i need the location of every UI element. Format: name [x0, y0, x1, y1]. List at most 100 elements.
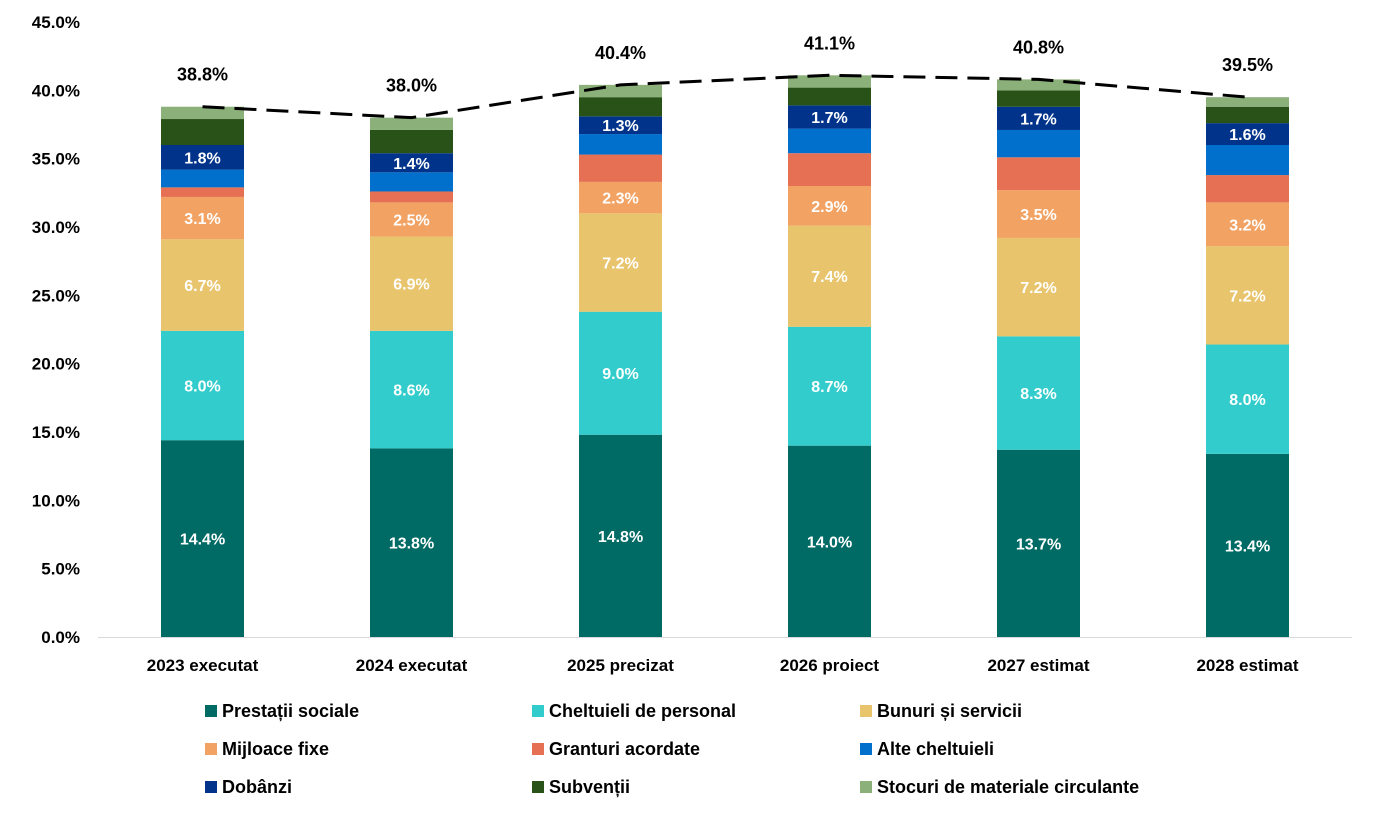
legend-label: Stocuri de materiale circulante [877, 777, 1139, 797]
bar-segment-dob-nzi [997, 106, 1080, 130]
total-label: 38.0% [386, 76, 437, 96]
data-label: 2.9% [811, 199, 847, 216]
bar-segment-dob-nzi [161, 145, 244, 170]
data-label: 1.6% [1229, 127, 1265, 144]
data-label: 14.4% [180, 532, 225, 549]
y-tick-label: 5.0% [41, 560, 80, 579]
data-label: 7.2% [1229, 288, 1265, 305]
legend-swatch [532, 743, 544, 755]
legend-label: Mijloace fixe [222, 739, 329, 759]
x-tick-label: 2024 executat [356, 656, 468, 675]
bar-segment-alte-cheltuieli [579, 134, 662, 155]
total-label: 39.5% [1222, 55, 1273, 75]
legend-label: Cheltuieli de personal [549, 701, 736, 721]
bar-segment-presta-ii-sociale [161, 440, 244, 637]
data-label: 3.1% [184, 211, 220, 228]
data-label: 14.0% [807, 534, 852, 551]
x-tick-label: 2026 proiect [780, 656, 880, 675]
data-label: 8.6% [393, 383, 429, 400]
data-label: 3.5% [1020, 207, 1056, 224]
bar-segment-bunuri-i-servicii [788, 225, 871, 327]
data-label: 6.9% [393, 277, 429, 294]
bar-segment-cheltuieli-de-personal [579, 311, 662, 435]
bar-segment-bunuri-i-servicii [1206, 246, 1289, 345]
x-tick-label: 2028 estimat [1196, 656, 1298, 675]
bar-segment-stocuri-de-materiale-circulante [161, 106, 244, 120]
data-label: 1.8% [184, 150, 220, 167]
data-label: 1.4% [393, 156, 429, 173]
bar-segment-cheltuieli-de-personal [161, 330, 244, 441]
x-tick-label: 2027 estimat [987, 656, 1089, 675]
bar-segment-mijloace-fixe [788, 186, 871, 226]
bar-segment-dob-nzi [788, 105, 871, 129]
legend-swatch [205, 705, 217, 717]
bar-segment-subven-ii [161, 119, 244, 145]
bar-segment-bunuri-i-servicii [370, 236, 453, 331]
y-tick-label: 25.0% [32, 286, 80, 305]
legend-label: Dobânzi [222, 777, 292, 797]
legend-swatch [860, 743, 872, 755]
data-label: 7.2% [1020, 280, 1056, 297]
legend-label: Granturi acordate [549, 739, 700, 759]
bar-segment-granturi-acordate [579, 154, 662, 182]
data-label: 7.4% [811, 269, 847, 286]
y-tick-label: 0.0% [41, 628, 80, 647]
bar-segment-alte-cheltuieli [1206, 145, 1289, 176]
y-tick-label: 30.0% [32, 218, 80, 237]
data-label: 1.3% [602, 118, 638, 135]
total-label: 40.4% [595, 43, 646, 63]
bar-segment-alte-cheltuieli [788, 128, 871, 154]
x-axis: 2023 executat 2024 executat 2025 precizat 2… [98, 637, 1352, 675]
data-label: 8.3% [1020, 386, 1056, 403]
bar-segment-bunuri-i-servicii [161, 239, 244, 331]
legend-swatch [860, 705, 872, 717]
data-label: 6.7% [184, 278, 220, 295]
x-tick-label: 2023 executat [147, 656, 259, 675]
bar-segment-mijloace-fixe [579, 181, 662, 214]
legend-swatch [532, 781, 544, 793]
bar-segment-presta-ii-sociale [788, 445, 871, 637]
bar-segment-granturi-acordate [161, 187, 244, 197]
y-tick-label: 20.0% [32, 355, 80, 374]
y-tick-label: 10.0% [32, 491, 80, 510]
y-tick-label: 15.0% [32, 423, 80, 442]
bar-segment-subven-ii [579, 97, 662, 117]
bar-segment-presta-ii-sociale [370, 448, 453, 637]
bar-segment-granturi-acordate [788, 153, 871, 186]
bar-segment-granturi-acordate [370, 191, 453, 203]
legend-label: Subvenții [549, 777, 630, 797]
legend-label: Bunuri și servicii [877, 701, 1022, 721]
y-tick-label: 40.0% [32, 81, 80, 100]
bar-segment-stocuri-de-materiale-circulante [370, 117, 453, 130]
bar-segment-alte-cheltuieli [997, 129, 1080, 158]
data-label: 13.4% [1225, 538, 1270, 555]
bar-segment-cheltuieli-de-personal [997, 336, 1080, 450]
bar-segment-subven-ii [788, 87, 871, 106]
legend-label: Prestații sociale [222, 701, 359, 721]
total-label: 40.8% [1013, 37, 1064, 57]
legend-swatch [860, 781, 872, 793]
bar-segment-granturi-acordate [1206, 175, 1289, 203]
bar-segment-dob-nzi [370, 153, 453, 173]
legend-swatch [205, 743, 217, 755]
bar-segment-alte-cheltuieli [370, 172, 453, 192]
bar-segment-alte-cheltuieli [161, 169, 244, 188]
bar-segment-presta-ii-sociale [997, 449, 1080, 637]
bar-segment-mijloace-fixe [1206, 202, 1289, 247]
bar-segment-cheltuieli-de-personal [1206, 344, 1289, 454]
data-label: 8.7% [811, 379, 847, 396]
legend-swatch [532, 705, 544, 717]
bar-segment-bunuri-i-servicii [579, 213, 662, 312]
bar-segment-cheltuieli-de-personal [370, 330, 453, 449]
bar-segment-granturi-acordate [997, 157, 1080, 191]
data-label: 1.7% [1020, 111, 1056, 128]
bar-segment-subven-ii [997, 90, 1080, 107]
bar-segment-stocuri-de-materiale-circulante [579, 84, 662, 98]
legend-label: Alte cheltuieli [877, 739, 994, 759]
bar-segment-subven-ii [1206, 106, 1289, 124]
bar-segment-mijloace-fixe [997, 190, 1080, 238]
data-label: 9.0% [602, 366, 638, 383]
total-label: 38.8% [177, 65, 228, 85]
bar-segment-mijloace-fixe [370, 202, 453, 237]
